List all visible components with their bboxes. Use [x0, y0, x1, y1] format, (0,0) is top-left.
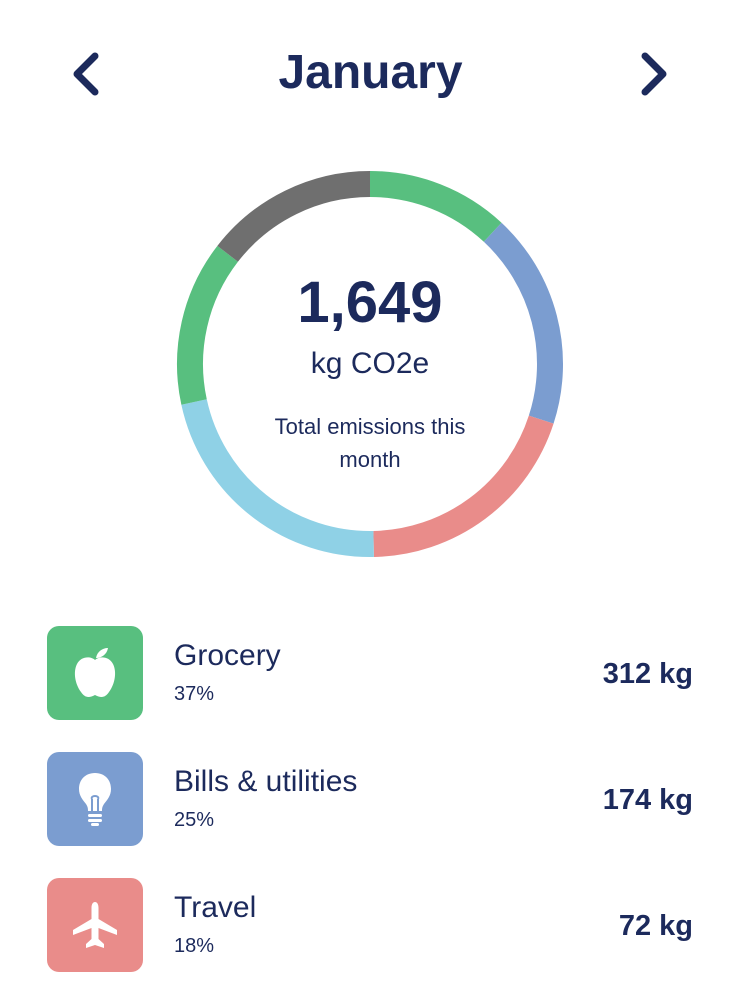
total-emissions-unit: kg CO2e: [310, 347, 430, 380]
category-amount: 312 kg: [602, 658, 693, 690]
donut-segment-5: [177, 245, 239, 405]
donut-center: 1,649 kg CO2e Total emissions this month: [170, 164, 570, 564]
month-title: January: [278, 46, 463, 99]
total-emissions-caption: Total emissions this month: [274, 414, 466, 472]
chevron-left-icon: [73, 52, 99, 96]
donut-segment-4: [181, 399, 374, 557]
total-emissions-value: 1,649: [297, 270, 443, 335]
category-name: Grocery: [174, 639, 281, 672]
donut-segment-1: [369, 171, 502, 242]
emissions-donut-chart: 1,649 kg CO2e Total emissions this month: [170, 164, 570, 564]
category-row-grocery[interactable]: Grocery 37% 312 kg: [0, 624, 741, 720]
donut-segment-6: [217, 171, 371, 262]
donut-segment-3: [373, 415, 554, 557]
category-name: Bills & utilities: [174, 765, 358, 798]
category-row-travel[interactable]: Travel 18% 72 kg: [0, 876, 741, 972]
header: January: [0, 0, 741, 150]
category-tile-travel: [47, 878, 143, 972]
category-amount: 72 kg: [618, 910, 693, 942]
previous-month-button[interactable]: [56, 44, 116, 104]
category-tile-grocery: [47, 626, 143, 720]
donut-segment-2: [483, 222, 563, 424]
category-percent: 25%: [174, 809, 215, 831]
category-amount: 174 kg: [602, 784, 693, 816]
category-row-bills-utilities[interactable]: Bills & utilities 25% 174 kg: [0, 750, 741, 846]
category-tile-bills-utilities: [47, 752, 143, 846]
chevron-right-icon: [641, 52, 667, 96]
lightbulb-icon: [79, 773, 111, 826]
category-percent: 37%: [174, 683, 215, 705]
category-name: Travel: [174, 891, 257, 924]
airplane-icon: [73, 902, 117, 948]
donut-svg: [177, 171, 563, 557]
category-percent: 18%: [174, 935, 215, 957]
apple-icon: [74, 648, 116, 697]
next-month-button[interactable]: [624, 44, 684, 104]
